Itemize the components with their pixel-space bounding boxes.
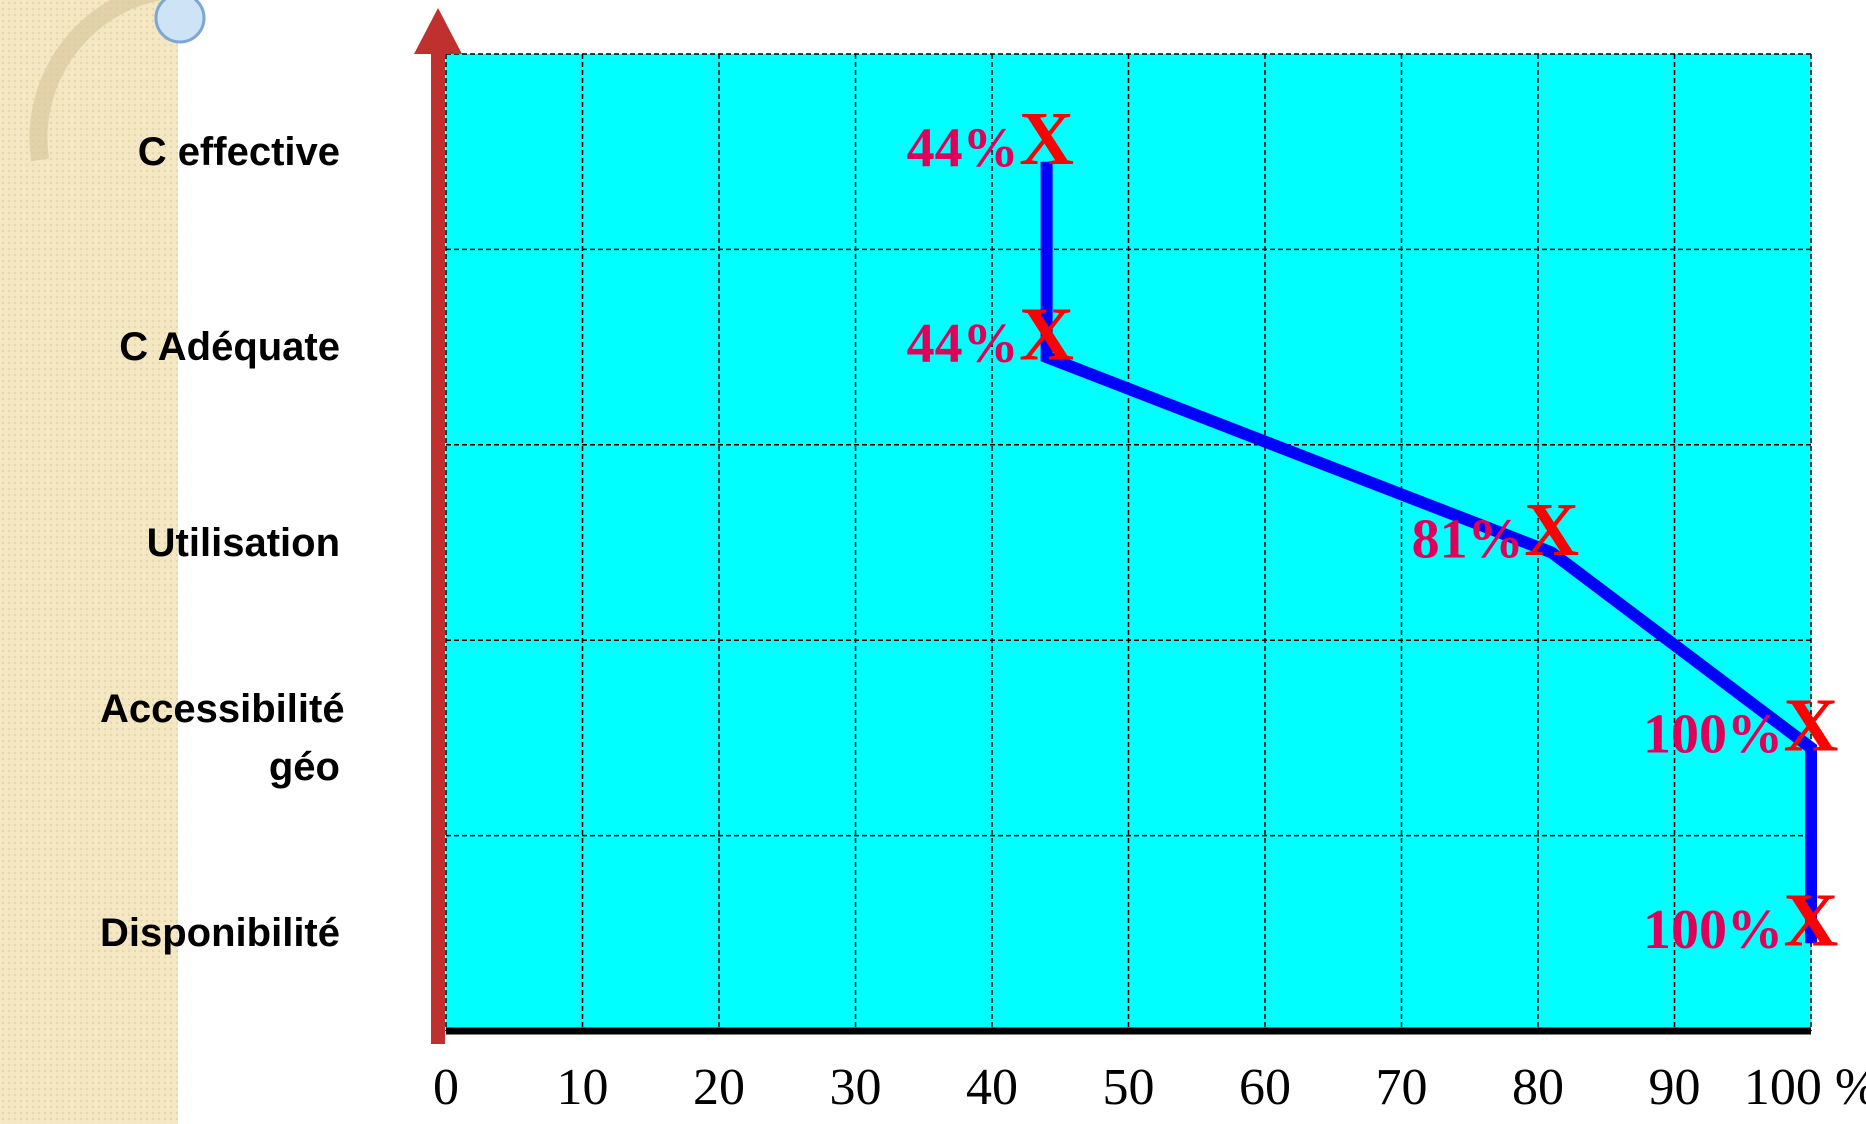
x-tick-label: 20 (693, 1059, 745, 1116)
x-tick-label: 60 (1239, 1059, 1291, 1116)
marker: X (1019, 293, 1074, 377)
y-axis-arrow (414, 8, 462, 54)
x-tick-label: 100 % (1744, 1059, 1866, 1116)
x-tick-label: 0 (433, 1059, 459, 1116)
x-tick-label: 30 (830, 1059, 882, 1116)
x-tick-label: 80 (1512, 1059, 1564, 1116)
value-label: 44% (907, 313, 1019, 375)
decor-circle (156, 0, 204, 42)
x-tick-label: 40 (966, 1059, 1018, 1116)
value-label: 100% (1643, 704, 1783, 766)
marker: X (1784, 879, 1839, 963)
category-label: Accessibilité géo (100, 680, 340, 796)
marker: X (1019, 97, 1074, 181)
category-label: C Adéquate (40, 318, 340, 376)
value-label: 81% (1412, 508, 1524, 570)
x-tick-label: 10 (557, 1059, 609, 1116)
category-label: Utilisation (40, 514, 340, 572)
category-label: C effective (40, 123, 340, 181)
marker: X (1784, 683, 1839, 767)
page: {"chart_data": {"type": "line", "orienta… (0, 0, 1866, 1124)
category-label: Disponibilité (40, 904, 340, 962)
x-tick-label: 70 (1376, 1059, 1428, 1116)
marker: X (1524, 488, 1579, 572)
value-label: 100% (1643, 899, 1783, 961)
value-label: 44% (907, 118, 1019, 180)
x-tick-label: 50 (1103, 1059, 1155, 1116)
x-tick-label: 90 (1649, 1059, 1701, 1116)
